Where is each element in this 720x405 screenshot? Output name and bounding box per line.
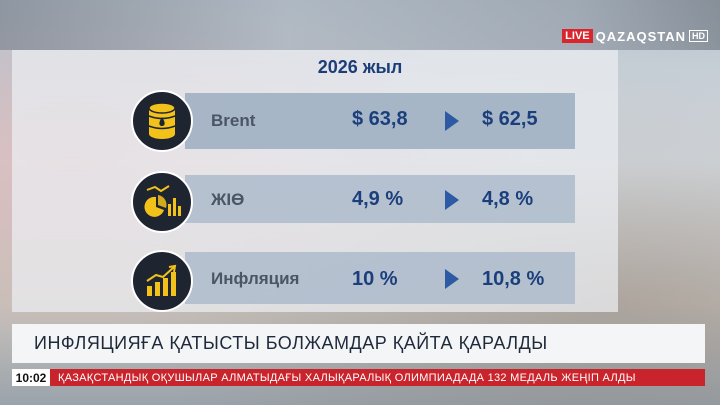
news-headline: ИНФЛЯЦИЯҒА ҚАТЫСТЫ БОЛЖАМДАР ҚАЙТА ҚАРАЛ… <box>12 324 705 363</box>
hd-badge: HD <box>689 30 708 42</box>
arrow-right-icon <box>445 269 459 289</box>
arrow-right-icon <box>445 190 459 210</box>
row-value-to-gdp: 4,8 % <box>482 188 534 210</box>
clock: 10:02 <box>12 369 50 386</box>
oil-barrel-icon <box>131 90 193 152</box>
row-label-gdp: ЖІӨ <box>211 190 245 209</box>
row-value-from-brent: $ 63,8 <box>352 108 408 130</box>
background-top <box>0 0 720 50</box>
ticker-text: ҚАЗАҚСТАНДЫҚ ОҚУШЫЛАР АЛМАТЫДАҒЫ ХАЛЫҚАР… <box>58 371 636 384</box>
gdp-chart-icon <box>131 171 193 233</box>
row-value-to-inflation: 10,8 % <box>482 268 545 290</box>
row-bar-gdp <box>185 175 575 223</box>
row-bar-brent <box>185 93 575 149</box>
channel-name: QAZAQSTAN <box>595 28 686 44</box>
row-value-from-gdp: 4,9 % <box>352 188 404 210</box>
row-value-from-inflation: 10 % <box>352 268 398 290</box>
growth-chart-icon <box>131 250 193 312</box>
live-badge: LIVE <box>562 29 593 43</box>
row-bar-inflation <box>185 252 575 304</box>
news-ticker: 10:02 ҚАЗАҚСТАНДЫҚ ОҚУШЫЛАР АЛМАТЫДАҒЫ Х… <box>12 369 705 386</box>
arrow-right-icon <box>445 111 459 131</box>
row-label-inflation: Инфляция <box>211 269 300 288</box>
infographic-title: 2026 жыл <box>317 57 403 77</box>
headline-text: ИНФЛЯЦИЯҒА ҚАТЫСТЫ БОЛЖАМДАР ҚАЙТА ҚАРАЛ… <box>34 333 548 353</box>
row-value-to-brent: $ 62,5 <box>482 108 538 130</box>
row-label-brent: Brent <box>211 111 256 130</box>
channel-logo: LIVE QAZAQSTAN HD <box>562 28 708 44</box>
